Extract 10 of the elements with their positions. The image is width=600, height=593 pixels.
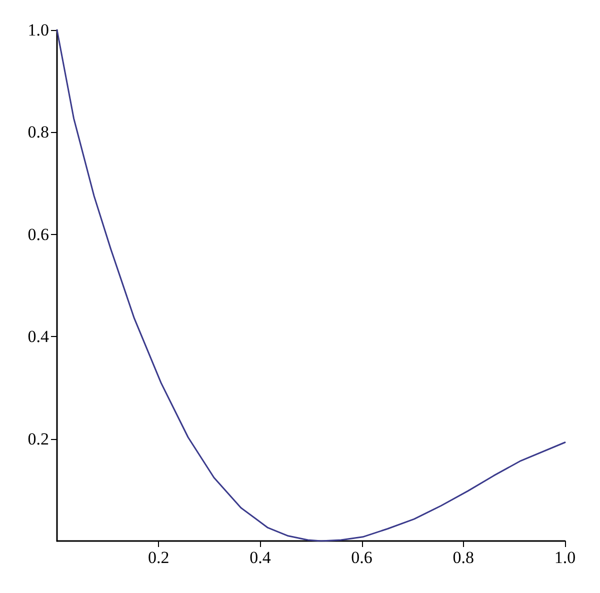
y-tick-label: 1.0 [28, 20, 49, 40]
y-tick-label: 0.2 [28, 429, 49, 448]
x-tick-label: 0.2 [148, 548, 170, 567]
x-tick-label: 1.0 [554, 548, 576, 567]
y-tick-label: 0.8 [28, 122, 49, 142]
y-tick-label: 0.6 [28, 224, 49, 244]
x-tick-label: 0.4 [250, 548, 272, 567]
x-tick-label: 0.8 [452, 548, 474, 567]
x-tick-label: 0.6 [351, 548, 372, 567]
y-tick-label: 0.4 [28, 327, 50, 346]
